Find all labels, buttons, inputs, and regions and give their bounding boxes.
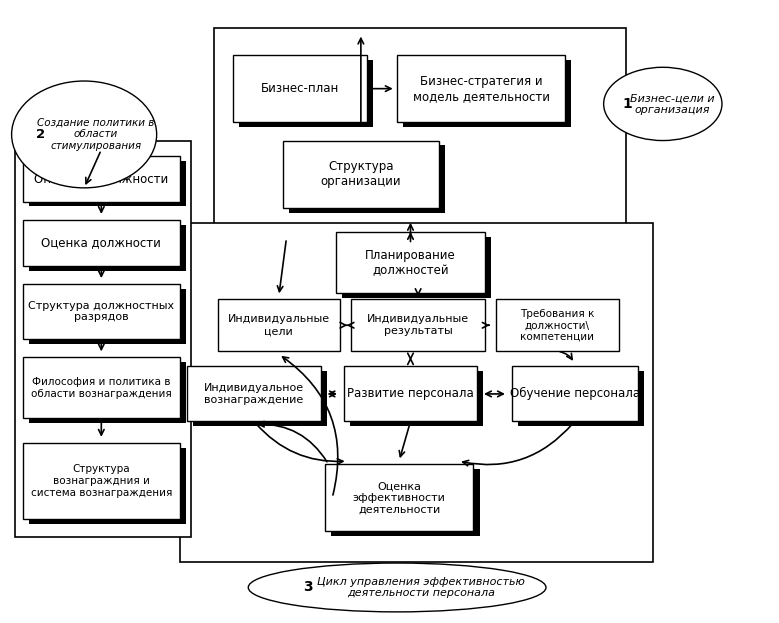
- Text: Структура должностных
разрядов: Структура должностных разрядов: [28, 301, 174, 322]
- FancyBboxPatch shape: [518, 371, 643, 426]
- FancyBboxPatch shape: [23, 156, 179, 202]
- FancyBboxPatch shape: [179, 223, 653, 562]
- FancyBboxPatch shape: [331, 469, 480, 536]
- FancyBboxPatch shape: [496, 299, 619, 351]
- Ellipse shape: [249, 563, 546, 612]
- Text: Индивидуальные
цели: Индивидуальные цели: [227, 315, 330, 336]
- Text: Структура
вознаграждния и
система вознаграждения: Структура вознаграждния и система вознаг…: [30, 464, 172, 498]
- FancyBboxPatch shape: [23, 357, 179, 419]
- Text: Структура
организации: Структура организации: [321, 160, 401, 188]
- Text: Бизнес-цели и
организация: Бизнес-цели и организация: [630, 93, 714, 115]
- Text: 2: 2: [36, 128, 45, 141]
- FancyBboxPatch shape: [397, 55, 565, 122]
- FancyBboxPatch shape: [23, 284, 179, 339]
- FancyBboxPatch shape: [283, 141, 439, 207]
- Text: Философия и политика в
области вознаграждения: Философия и политика в области вознаграж…: [31, 377, 171, 399]
- Text: Описание должности: Описание должности: [34, 172, 168, 185]
- FancyBboxPatch shape: [29, 448, 185, 524]
- FancyBboxPatch shape: [29, 161, 185, 206]
- FancyBboxPatch shape: [16, 141, 191, 538]
- FancyBboxPatch shape: [214, 27, 626, 238]
- FancyBboxPatch shape: [325, 464, 474, 531]
- Text: Цикл управления эффективностью
деятельности персонала: Цикл управления эффективностью деятельно…: [317, 577, 525, 598]
- FancyBboxPatch shape: [193, 371, 327, 426]
- Text: Оценка
эффективности
деятельности: Оценка эффективности деятельности: [353, 481, 446, 515]
- FancyBboxPatch shape: [233, 55, 367, 122]
- Text: Создание политики в
области
стимулирования: Создание политики в области стимулирован…: [37, 118, 154, 151]
- FancyBboxPatch shape: [29, 225, 185, 270]
- Text: 3: 3: [303, 581, 312, 594]
- FancyBboxPatch shape: [512, 366, 637, 421]
- FancyBboxPatch shape: [187, 366, 321, 421]
- FancyBboxPatch shape: [336, 232, 485, 293]
- FancyBboxPatch shape: [29, 289, 185, 344]
- FancyBboxPatch shape: [404, 60, 571, 127]
- Text: Требования к
должности\
компетенции: Требования к должности\ компетенции: [520, 308, 594, 342]
- Text: Оценка должности: Оценка должности: [41, 236, 161, 249]
- FancyBboxPatch shape: [29, 362, 185, 423]
- FancyBboxPatch shape: [23, 220, 179, 266]
- Text: 1: 1: [622, 97, 633, 111]
- FancyBboxPatch shape: [23, 443, 179, 519]
- Ellipse shape: [12, 81, 157, 188]
- Text: Бизнес-стратегия и
модель деятельности: Бизнес-стратегия и модель деятельности: [413, 75, 550, 103]
- Text: Планирование
должностей: Планирование должностей: [365, 249, 456, 277]
- FancyBboxPatch shape: [342, 237, 491, 298]
- Text: Индивидуальное
вознаграждение: Индивидуальное вознаграждение: [204, 383, 304, 405]
- FancyBboxPatch shape: [239, 60, 372, 127]
- Text: Индивидуальные
результаты: Индивидуальные результаты: [367, 315, 469, 336]
- Text: Бизнес-план: Бизнес-план: [261, 82, 339, 95]
- FancyBboxPatch shape: [350, 371, 484, 426]
- FancyBboxPatch shape: [289, 145, 446, 212]
- Text: Обучение персонала: Обучение персонала: [509, 388, 640, 401]
- FancyBboxPatch shape: [351, 299, 485, 351]
- Text: Развитие персонала: Развитие персонала: [347, 388, 474, 401]
- FancyBboxPatch shape: [344, 366, 478, 421]
- FancyBboxPatch shape: [218, 299, 340, 351]
- Ellipse shape: [604, 67, 722, 141]
